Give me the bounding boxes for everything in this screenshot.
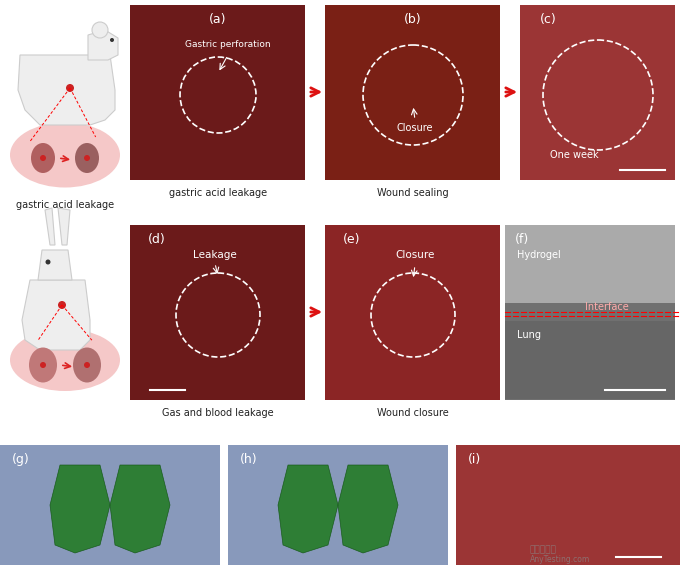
- Text: gastric acid leakage: gastric acid leakage: [16, 200, 114, 210]
- Ellipse shape: [31, 143, 55, 173]
- Text: One week: One week: [550, 150, 598, 160]
- Ellipse shape: [10, 329, 120, 391]
- Polygon shape: [235, 55, 255, 80]
- Text: Lung: Lung: [517, 330, 541, 340]
- Text: (e): (e): [343, 233, 360, 246]
- Circle shape: [40, 155, 46, 161]
- Circle shape: [66, 84, 74, 92]
- Ellipse shape: [75, 143, 99, 173]
- Polygon shape: [255, 25, 275, 50]
- Bar: [505, 225, 675, 303]
- Ellipse shape: [73, 348, 101, 382]
- Polygon shape: [135, 240, 158, 268]
- Text: Hydrogel: Hydrogel: [517, 250, 561, 260]
- Text: gastric acid leakage: gastric acid leakage: [169, 188, 267, 198]
- Polygon shape: [195, 25, 215, 50]
- Text: Closure: Closure: [396, 123, 433, 133]
- Ellipse shape: [29, 348, 57, 382]
- Bar: [325, 225, 500, 400]
- Polygon shape: [50, 465, 110, 553]
- Bar: [456, 445, 680, 565]
- Polygon shape: [110, 465, 170, 553]
- Polygon shape: [18, 55, 115, 125]
- Polygon shape: [338, 465, 398, 553]
- Text: Wound closure: Wound closure: [377, 408, 449, 418]
- Polygon shape: [135, 25, 155, 50]
- Bar: [520, 5, 675, 180]
- Text: (d): (d): [148, 233, 166, 246]
- Bar: [130, 5, 305, 180]
- Text: 嘉峪检测网: 嘉峪检测网: [530, 545, 557, 554]
- Bar: [505, 321, 675, 399]
- Polygon shape: [201, 240, 224, 268]
- Bar: [0, 445, 220, 565]
- Polygon shape: [365, 55, 390, 85]
- Text: Closure: Closure: [395, 250, 435, 260]
- Polygon shape: [465, 55, 490, 85]
- Text: (i): (i): [468, 453, 481, 466]
- Bar: [130, 225, 305, 400]
- Polygon shape: [157, 260, 180, 288]
- Text: (g): (g): [12, 453, 30, 466]
- Text: Interface: Interface: [585, 302, 629, 312]
- Polygon shape: [58, 208, 70, 245]
- Polygon shape: [415, 55, 440, 85]
- Text: Gas and blood leakage: Gas and blood leakage: [163, 408, 274, 418]
- Bar: [0, 220, 130, 435]
- Polygon shape: [278, 465, 338, 553]
- Polygon shape: [38, 250, 72, 280]
- Polygon shape: [275, 40, 295, 65]
- Polygon shape: [440, 25, 465, 55]
- Polygon shape: [267, 240, 290, 268]
- Circle shape: [46, 259, 50, 265]
- Text: (f): (f): [515, 233, 529, 246]
- Text: Leakage: Leakage: [193, 250, 237, 260]
- Text: AnyTesting.com: AnyTesting.com: [530, 555, 590, 564]
- Circle shape: [40, 362, 46, 368]
- Circle shape: [58, 301, 66, 309]
- Circle shape: [84, 362, 90, 368]
- Polygon shape: [390, 25, 415, 55]
- Circle shape: [92, 22, 108, 38]
- Polygon shape: [223, 260, 246, 288]
- Text: (c): (c): [540, 13, 557, 26]
- Bar: [325, 5, 500, 180]
- Bar: [0, 0, 130, 215]
- Bar: [228, 445, 448, 565]
- Text: (h): (h): [240, 453, 258, 466]
- Polygon shape: [215, 40, 235, 65]
- Polygon shape: [45, 208, 55, 245]
- Text: (b): (b): [404, 13, 422, 26]
- Polygon shape: [340, 25, 365, 55]
- Polygon shape: [155, 40, 175, 65]
- Circle shape: [110, 38, 114, 42]
- Ellipse shape: [10, 122, 120, 188]
- Polygon shape: [22, 280, 90, 350]
- Polygon shape: [88, 30, 118, 60]
- Polygon shape: [175, 55, 195, 80]
- Text: (a): (a): [209, 13, 226, 26]
- Polygon shape: [179, 280, 202, 308]
- Bar: [505, 225, 675, 400]
- Text: Wound sealing: Wound sealing: [377, 188, 449, 198]
- Circle shape: [84, 155, 90, 161]
- Polygon shape: [245, 280, 268, 308]
- Text: Gastric perforation: Gastric perforation: [185, 40, 271, 49]
